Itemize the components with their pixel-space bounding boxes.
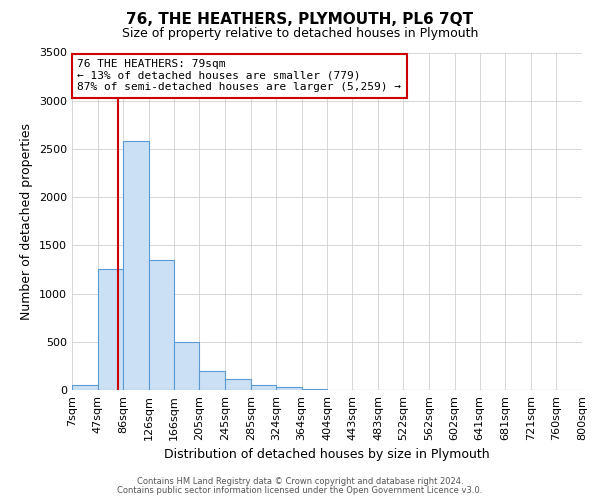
- Bar: [123, 141, 149, 390]
- Bar: [199, 370, 225, 390]
- Text: Contains public sector information licensed under the Open Government Licence v3: Contains public sector information licen…: [118, 486, 482, 495]
- Bar: [302, 389, 328, 390]
- X-axis label: Distribution of detached houses by size in Plymouth: Distribution of detached houses by size …: [164, 448, 490, 461]
- Text: Size of property relative to detached houses in Plymouth: Size of property relative to detached ho…: [122, 28, 478, 40]
- Bar: [225, 380, 251, 390]
- Bar: [149, 260, 174, 390]
- Text: 76 THE HEATHERS: 79sqm
← 13% of detached houses are smaller (779)
87% of semi-de: 76 THE HEATHERS: 79sqm ← 13% of detached…: [77, 59, 401, 92]
- Bar: [72, 385, 98, 390]
- Bar: [98, 270, 123, 390]
- Bar: [174, 342, 199, 390]
- Text: Contains HM Land Registry data © Crown copyright and database right 2024.: Contains HM Land Registry data © Crown c…: [137, 477, 463, 486]
- Bar: [276, 387, 302, 390]
- Text: 76, THE HEATHERS, PLYMOUTH, PL6 7QT: 76, THE HEATHERS, PLYMOUTH, PL6 7QT: [127, 12, 473, 28]
- Bar: [251, 385, 276, 390]
- Y-axis label: Number of detached properties: Number of detached properties: [20, 122, 34, 320]
